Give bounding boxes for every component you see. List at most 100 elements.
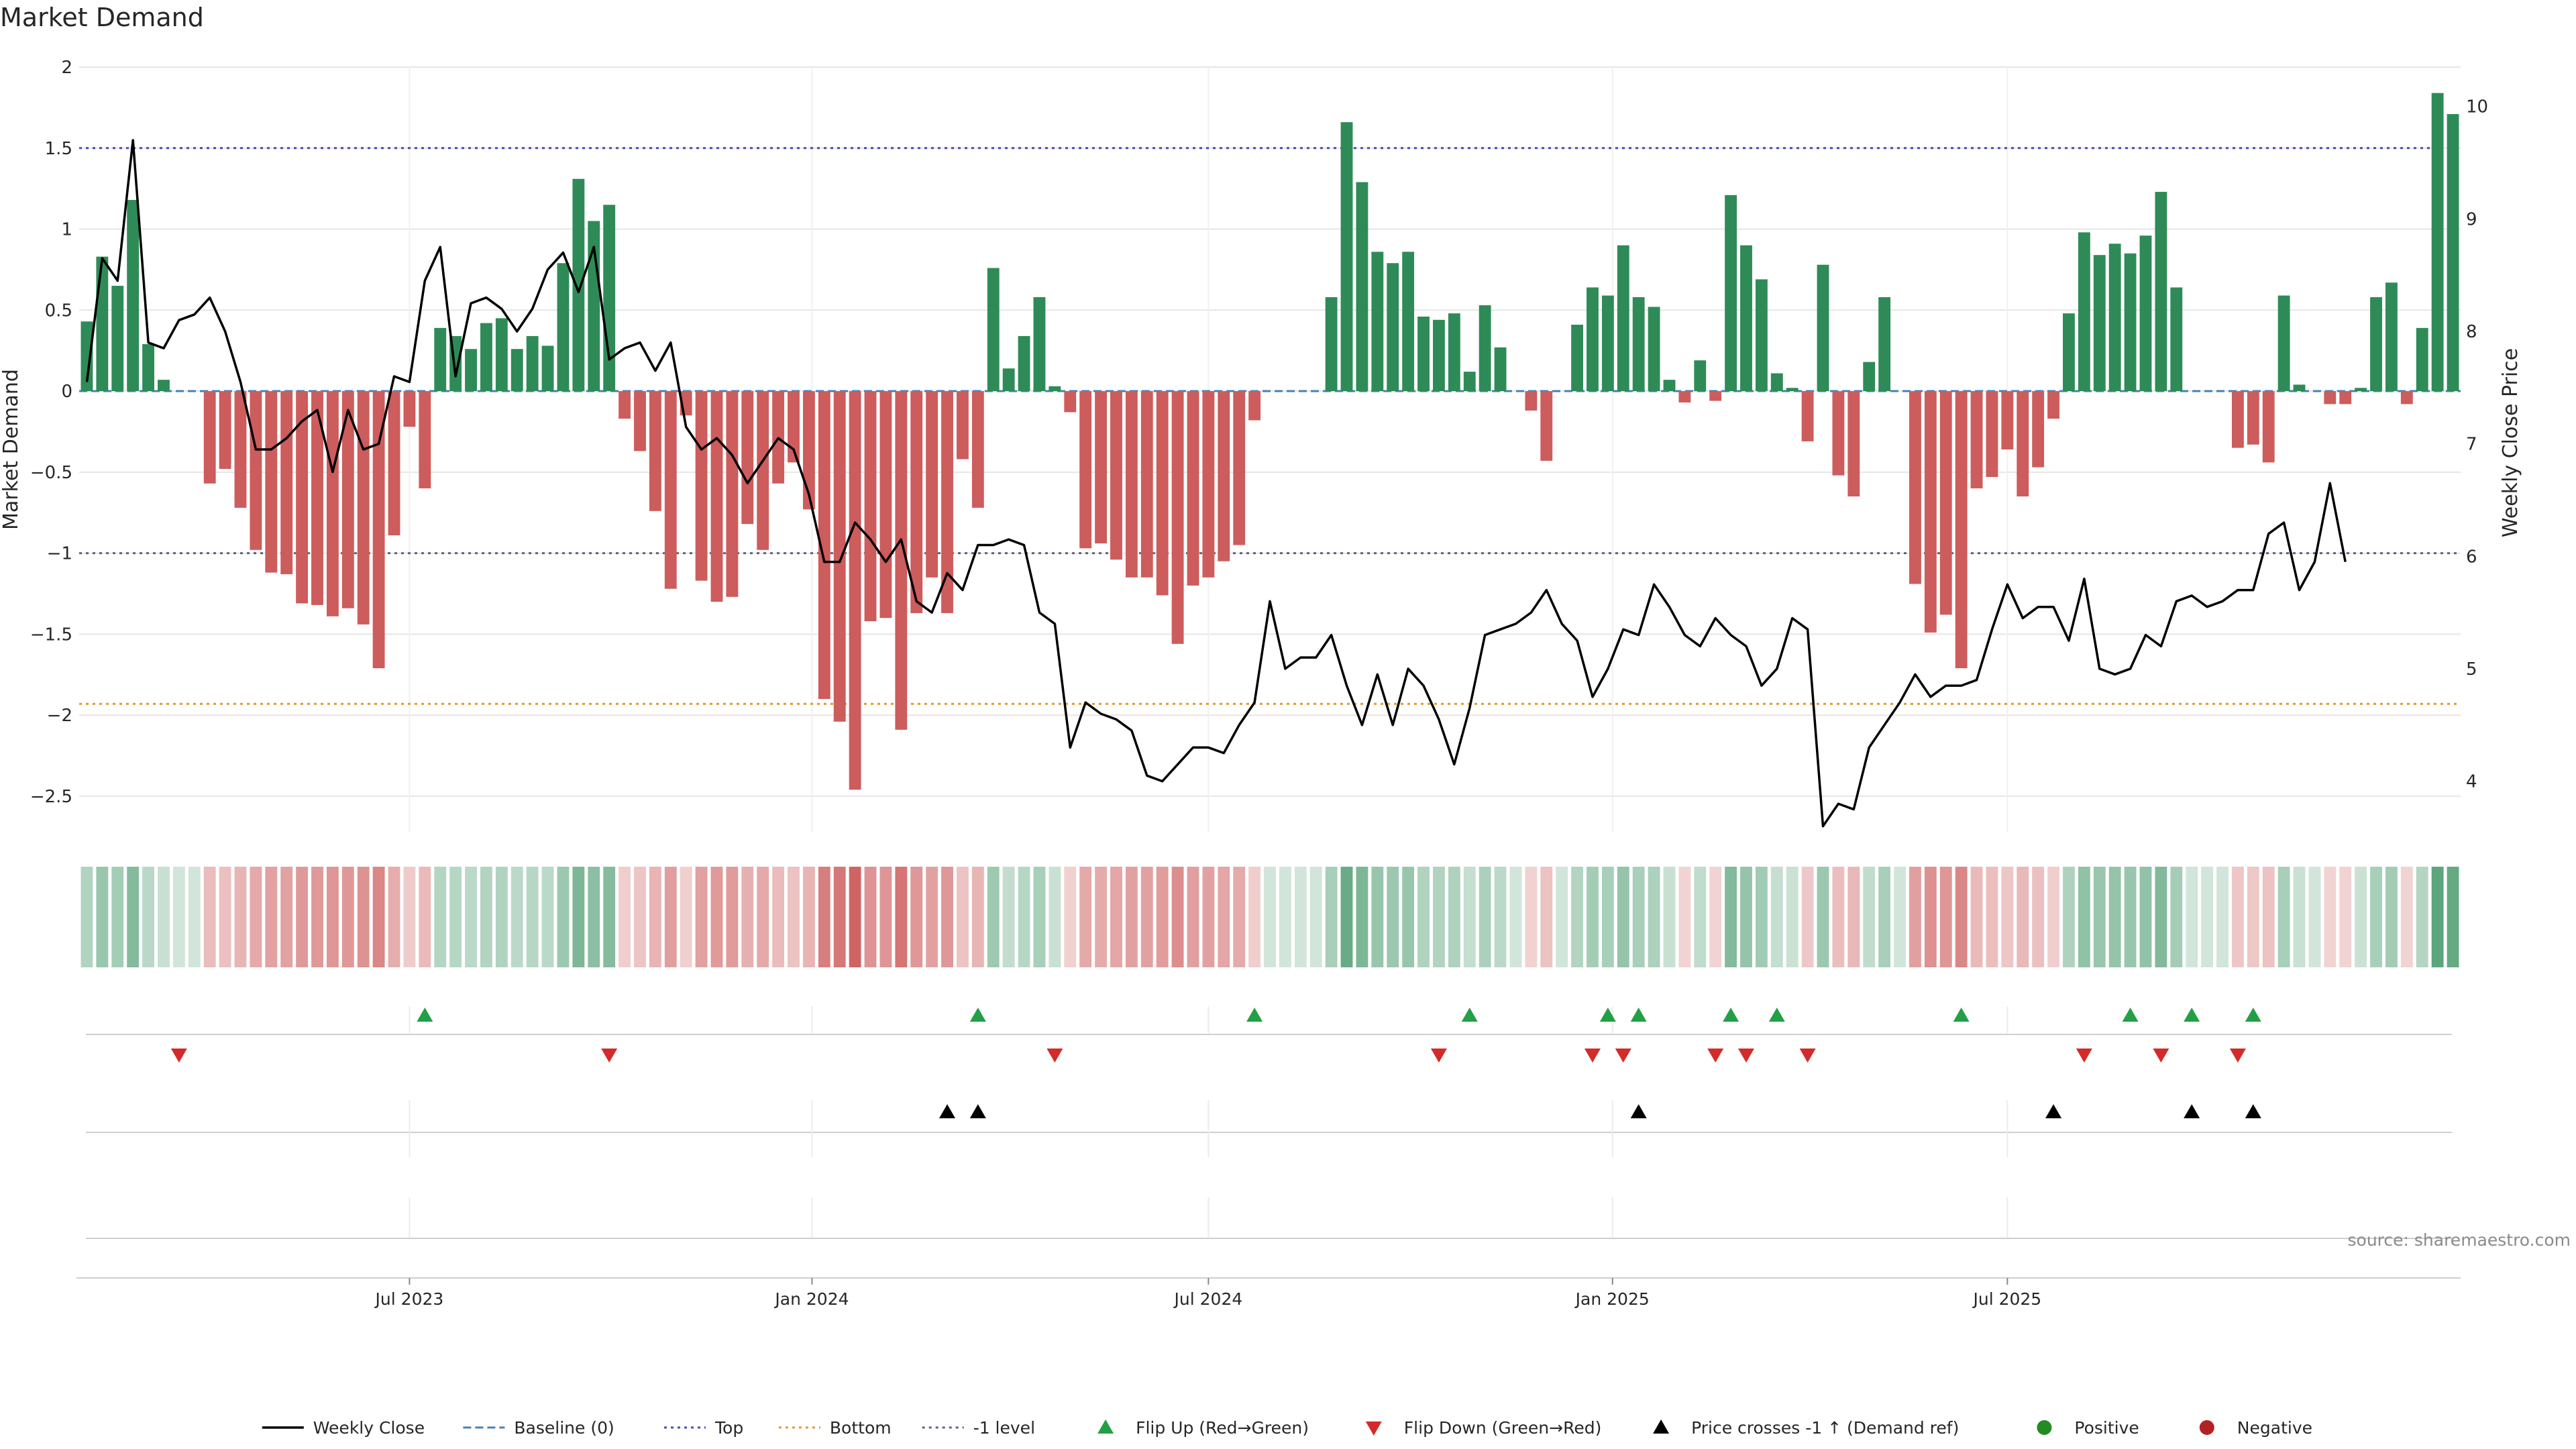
legend-label: -1 level	[973, 1418, 1035, 1438]
demand-bar-negative	[357, 391, 370, 625]
heat-strip-cell	[2355, 867, 2367, 967]
heat-strip-cell	[2186, 867, 2198, 967]
heat-strip-cell	[2370, 867, 2382, 967]
demand-bar-positive	[111, 286, 124, 392]
demand-bar-negative	[1233, 391, 1246, 545]
heat-strip-cell	[2324, 867, 2337, 967]
legend-item-bottom: Bottom	[778, 1418, 892, 1438]
heat-strip-cell	[1448, 867, 1460, 967]
demand-bar-negative	[1064, 391, 1077, 413]
demand-bar-positive	[80, 321, 93, 392]
demand-bar-negative	[1525, 391, 1538, 411]
flip-down-marker	[1046, 1049, 1063, 1063]
heat-strip-cell	[1356, 867, 1368, 967]
demand-bar-negative	[1095, 391, 1107, 544]
heat-strip-cell	[1417, 867, 1430, 967]
heat-strip-cell	[1248, 867, 1261, 967]
heat-strip-cell	[480, 867, 492, 967]
heat-strip-cell	[1694, 867, 1707, 967]
demand-bar-positive	[2277, 295, 2290, 392]
heat-strip-cell	[2170, 867, 2183, 967]
heat-strip-cell	[1279, 867, 1291, 967]
heat-strip-cell	[1387, 867, 1399, 967]
demand-bar-negative	[1909, 391, 1921, 584]
legend-item-top: Top	[664, 1418, 743, 1438]
demand-bar-positive	[1463, 372, 1476, 392]
demand-bar-positive	[572, 178, 585, 392]
heat-strip-cell	[864, 867, 877, 967]
heat-strip-cell	[649, 867, 661, 967]
heat-strip-cell	[2063, 867, 2075, 967]
demand-bar-positive	[96, 256, 109, 392]
heat-strip-cell	[710, 867, 723, 967]
weekly-close-line	[85, 139, 2347, 828]
demand-bar-positive	[1033, 297, 1046, 392]
demand-bar-negative	[910, 391, 923, 613]
heat-strip-cell	[1140, 867, 1153, 967]
y-left-tick-label: 1	[61, 220, 72, 240]
heat-strip-cell	[250, 867, 262, 967]
demand-bar-negative	[1678, 391, 1691, 402]
legend-label: Baseline (0)	[514, 1418, 614, 1438]
signal-rows	[86, 1006, 2452, 1239]
flip-up-marker	[1953, 1008, 1970, 1022]
heat-strip-cell	[2247, 867, 2259, 967]
demand-bar-negative	[849, 391, 861, 790]
y-left-tick-label: 0	[61, 382, 72, 402]
flip-down-marker	[1707, 1049, 1724, 1063]
legend-dot-icon	[2199, 1420, 2214, 1435]
demand-bar-positive	[158, 380, 170, 392]
y-left-tick-label: −1.5	[30, 625, 72, 645]
heat-strip-cell	[1663, 867, 1676, 967]
heat-strip-cell	[1847, 867, 1860, 967]
heat-strip-cell	[1632, 867, 1645, 967]
demand-bar-positive	[2385, 282, 2398, 392]
price-cross-marker	[2045, 1104, 2062, 1118]
source-text: source: sharemaestro.com	[2348, 1230, 2571, 1250]
demand-bar-negative	[788, 391, 800, 463]
heat-strip-cell	[403, 867, 416, 967]
demand-bar-positive	[603, 205, 616, 392]
price-cross-marker	[2245, 1104, 2261, 1118]
demand-bar-positive	[2447, 114, 2459, 392]
demand-bar-positive	[987, 268, 1000, 392]
demand-bar-negative	[926, 391, 938, 578]
legend-label: Negative	[2237, 1418, 2312, 1438]
heat-strip-cell	[1033, 867, 1046, 967]
demand-bar-negative	[2262, 391, 2275, 463]
demand-bar-positive	[465, 349, 477, 392]
demand-bar-negative	[895, 391, 908, 730]
heat-strip-cell	[1740, 867, 1752, 967]
y-right-tick-label: 8	[2466, 322, 2477, 342]
x-tick-label: Jan 2024	[773, 1289, 849, 1309]
heat-strip-cell	[1678, 867, 1691, 967]
heat-strip-cell	[1617, 867, 1629, 967]
heat-strip-cell	[541, 867, 554, 967]
heat-strip-cell	[495, 867, 508, 967]
demand-bar-negative	[1924, 391, 1937, 633]
heat-strip-cell	[1540, 867, 1553, 967]
demand-bar-negative	[726, 391, 739, 597]
demand-bar-positive	[1387, 263, 1399, 392]
heat-strip-cell	[1264, 867, 1276, 967]
demand-bar-negative	[1079, 391, 1092, 549]
flip-down-marker	[1799, 1049, 1816, 1063]
flip-up-marker	[1630, 1008, 1647, 1022]
heat-strip-cell	[833, 867, 846, 967]
demand-bar-positive	[1725, 195, 1737, 392]
heat-strip-cell	[2339, 867, 2352, 967]
legend-dot-icon	[2037, 1420, 2052, 1435]
demand-bar-negative	[1986, 391, 1998, 478]
heat-strip-cell	[2277, 867, 2290, 967]
demand-bar-positive	[526, 335, 539, 392]
x-axis: Jul 2023 Jan 2024 Jul 2024 Jan 2025 Jul 2025	[76, 1277, 2461, 1309]
heat-strip-cell	[1018, 867, 1030, 967]
heat-strip-cell	[557, 867, 570, 967]
flip-up-marker	[417, 1008, 433, 1022]
chart-title: Market Demand	[0, 3, 204, 32]
price-cross-marker	[969, 1104, 986, 1118]
heat-strip-cell	[280, 867, 293, 967]
price-cross-marker	[2184, 1104, 2200, 1118]
heat-strip-cell	[619, 867, 631, 967]
demand-bar-positive	[1601, 295, 1614, 392]
